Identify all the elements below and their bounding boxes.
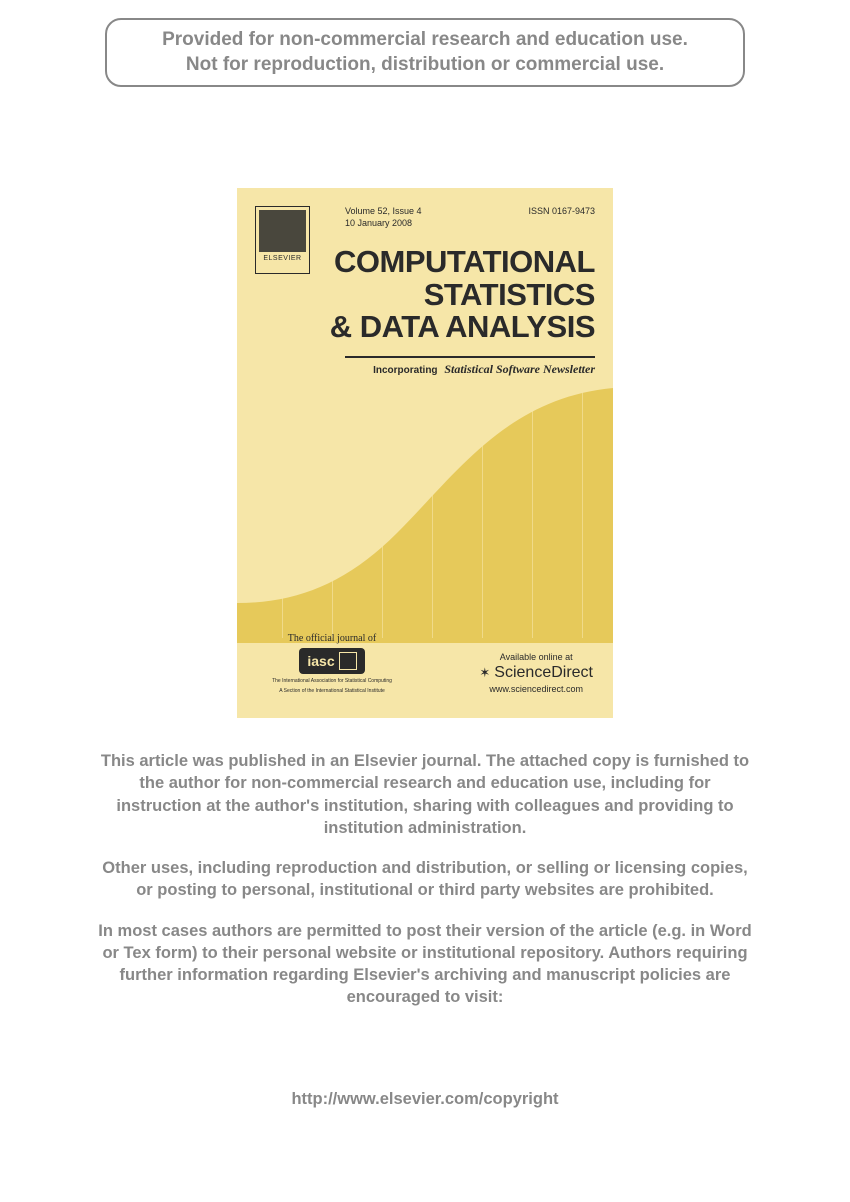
sciencedirect-text: ScienceDirect bbox=[494, 664, 593, 682]
incorporating-label: Incorporating bbox=[373, 365, 437, 376]
elsevier-tree-icon bbox=[259, 210, 306, 252]
title-line-1: COMPUTATIONAL bbox=[330, 246, 595, 279]
notice-line-1: Provided for non-commercial research and… bbox=[127, 28, 723, 53]
cover-curve bbox=[237, 383, 613, 643]
cover-meta: Volume 52, Issue 4 10 January 2008 bbox=[345, 206, 422, 229]
journal-cover: ELSEVIER Volume 52, Issue 4 10 January 2… bbox=[237, 188, 613, 718]
notice-box: Provided for non-commercial research and… bbox=[105, 18, 745, 87]
sciencedirect-url: www.sciencedirect.com bbox=[479, 684, 593, 694]
sciencedirect-icon: ✶ bbox=[479, 665, 490, 681]
date-line: 10 January 2008 bbox=[345, 218, 422, 230]
elsevier-logo: ELSEVIER bbox=[255, 206, 310, 274]
cover-footer-left: The official journal of iasc The Interna… bbox=[257, 633, 407, 694]
body-paragraph-2: Other uses, including reproduction and d… bbox=[95, 857, 755, 902]
body-text: This article was published in an Elsevie… bbox=[95, 750, 755, 1027]
cover-issn: ISSN 0167-9473 bbox=[528, 206, 595, 216]
cover-footer-right: Available online at ✶ ScienceDirect www.… bbox=[479, 652, 593, 694]
iasc-badge: iasc bbox=[299, 648, 364, 674]
elsevier-label: ELSEVIER bbox=[259, 255, 306, 262]
newsletter-label: Statistical Software Newsletter bbox=[444, 362, 595, 376]
body-paragraph-3: In most cases authors are permitted to p… bbox=[95, 920, 755, 1009]
assoc-line-1: The International Association for Statis… bbox=[257, 678, 407, 684]
available-label: Available online at bbox=[479, 652, 593, 662]
assoc-line-2: A Section of the International Statistic… bbox=[257, 688, 407, 694]
volume-line: Volume 52, Issue 4 bbox=[345, 206, 422, 218]
body-paragraph-1: This article was published in an Elsevie… bbox=[95, 750, 755, 839]
sciencedirect-logo: ✶ ScienceDirect bbox=[479, 664, 593, 682]
copyright-link[interactable]: http://www.elsevier.com/copyright bbox=[0, 1090, 850, 1109]
cover-subtitle: Incorporating Statistical Software Newsl… bbox=[345, 356, 595, 377]
notice-line-2: Not for reproduction, distribution or co… bbox=[127, 53, 723, 78]
title-line-2: STATISTICS bbox=[330, 279, 595, 312]
iasc-text: iasc bbox=[307, 653, 334, 669]
title-line-3: & DATA ANALYSIS bbox=[330, 311, 595, 344]
official-journal-label: The official journal of bbox=[257, 633, 407, 644]
cover-title: COMPUTATIONAL STATISTICS & DATA ANALYSIS bbox=[330, 246, 595, 344]
iasc-glyph-icon bbox=[339, 652, 357, 670]
